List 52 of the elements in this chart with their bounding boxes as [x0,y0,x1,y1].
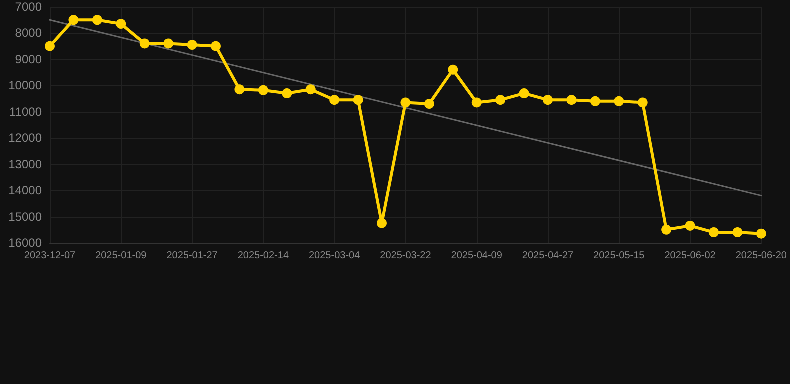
point [519,88,530,99]
x-tick-label: 2025-04-27 [522,250,574,262]
y-tick-label: 8000 [15,26,42,40]
point [543,95,553,106]
point [756,228,766,239]
point [353,95,364,106]
point [187,40,198,50]
point [496,95,506,106]
point [472,98,482,108]
y-tick-label: 7000 [15,0,42,14]
x-tick-label: 2025-01-27 [166,250,218,262]
y-tick-label: 9000 [15,52,42,66]
point [45,41,55,52]
point [590,96,600,106]
point [566,95,577,106]
y-tick-label: 15000 [8,210,42,224]
y-tick-label: 11000 [10,104,42,119]
x-tick-label: 2025-03-22 [380,250,432,262]
point [68,15,79,26]
point [234,84,245,95]
y-tick-label: 10000 [8,78,42,93]
point [140,38,150,49]
x-tick-label: 2025-01-09 [96,250,148,262]
point [306,84,316,95]
y-tick-label: 12000 [8,131,42,146]
point [424,99,434,110]
y-tick-label: 16000 [8,236,42,250]
x-tick-label: 2025-06-20 [736,250,788,262]
point [638,98,648,108]
point [92,15,102,26]
point [685,220,696,231]
point [164,38,174,49]
point [400,98,411,108]
point [258,85,268,96]
x-tick-label: 2025-04-09 [451,250,503,262]
x-tick-label: 2023-12-07 [24,250,76,262]
point [614,96,624,106]
point [330,95,340,106]
point [116,19,126,30]
x-tick-label: 2025-03-04 [308,250,361,262]
point [662,224,672,235]
point [448,64,458,75]
x-tick-label: 2025-06-02 [664,250,716,262]
point [377,218,387,228]
point [732,228,743,238]
y-tick-label: 13000 [8,157,42,172]
x-tick-label: 2025-05-15 [594,250,646,262]
y-tick-label: 14000 [8,184,42,198]
point [211,41,221,52]
x-tick-label: 2025-02-14 [238,250,290,262]
point [709,228,719,238]
point [282,88,292,99]
